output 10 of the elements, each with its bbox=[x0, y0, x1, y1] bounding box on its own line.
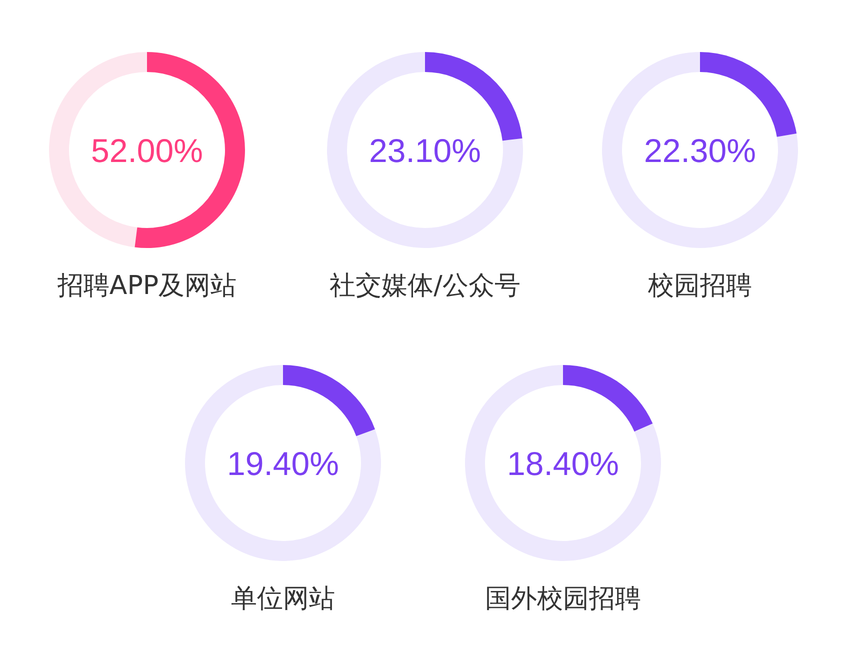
text: 19.40% bbox=[227, 445, 339, 482]
text: 单位网站 bbox=[231, 584, 335, 614]
text: 校园招聘 bbox=[647, 271, 752, 301]
text: 52.00% bbox=[91, 132, 203, 169]
text: 18.40% bbox=[507, 445, 619, 482]
text: 22.30% bbox=[644, 132, 756, 169]
text: 招聘APP及网站 bbox=[56, 271, 237, 301]
text: 23.10% bbox=[369, 132, 481, 169]
text: 社交媒体/公众号 bbox=[330, 271, 520, 301]
text: 国外校园招聘 bbox=[485, 584, 641, 614]
